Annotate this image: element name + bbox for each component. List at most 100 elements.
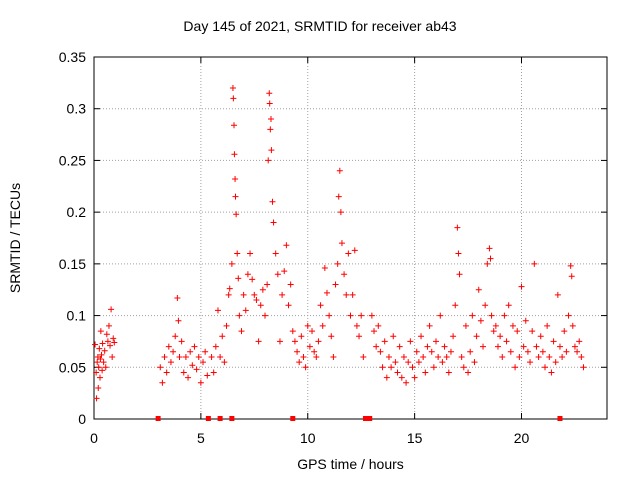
data-point bbox=[296, 359, 303, 366]
data-point bbox=[163, 369, 170, 376]
data-point bbox=[435, 353, 442, 360]
data-point bbox=[349, 291, 356, 298]
data-point bbox=[411, 374, 418, 381]
data-point bbox=[101, 347, 108, 354]
data-point bbox=[492, 322, 499, 329]
data-point bbox=[422, 369, 429, 376]
data-point bbox=[244, 271, 251, 278]
gap-markers bbox=[155, 416, 563, 421]
data-point bbox=[358, 312, 365, 319]
data-point bbox=[223, 322, 230, 329]
data-points bbox=[92, 85, 587, 402]
data-point bbox=[281, 268, 288, 275]
data-point bbox=[383, 374, 390, 381]
data-point bbox=[274, 271, 281, 278]
data-point bbox=[272, 250, 279, 257]
data-point bbox=[471, 359, 478, 366]
data-point bbox=[311, 348, 318, 355]
data-point bbox=[175, 317, 182, 324]
data-point bbox=[454, 224, 461, 231]
data-point bbox=[95, 364, 102, 371]
data-point bbox=[309, 328, 316, 335]
data-point bbox=[212, 343, 219, 350]
data-point bbox=[514, 328, 521, 335]
data-point bbox=[210, 369, 217, 376]
data-point bbox=[174, 294, 181, 301]
data-point bbox=[455, 250, 462, 257]
data-point bbox=[214, 307, 221, 314]
chart-title: Day 145 of 2021, SRMTID for receiver ab4… bbox=[183, 18, 457, 34]
data-point bbox=[430, 364, 437, 371]
data-point bbox=[529, 328, 536, 335]
x-tick-label: 10 bbox=[300, 430, 316, 446]
data-point bbox=[315, 338, 322, 345]
y-axis-label: SRMTID / TECUs bbox=[7, 182, 23, 294]
data-point bbox=[424, 343, 431, 350]
data-point bbox=[230, 95, 237, 102]
data-point bbox=[497, 333, 504, 340]
data-point bbox=[96, 345, 103, 352]
axis-ticks bbox=[93, 56, 607, 420]
data-point bbox=[499, 353, 506, 360]
data-point bbox=[518, 283, 525, 290]
data-point bbox=[441, 343, 448, 350]
data-point bbox=[336, 167, 343, 174]
data-point bbox=[264, 281, 271, 288]
data-point bbox=[548, 369, 555, 376]
data-point bbox=[568, 273, 575, 280]
data-point bbox=[232, 193, 239, 200]
data-point bbox=[313, 353, 320, 360]
data-point bbox=[187, 348, 194, 355]
data-point bbox=[487, 255, 494, 262]
data-point bbox=[279, 291, 286, 298]
data-point bbox=[578, 353, 585, 360]
data-point bbox=[289, 328, 296, 335]
data-point bbox=[185, 374, 192, 381]
data-point bbox=[509, 322, 516, 329]
data-point bbox=[234, 250, 241, 257]
data-point bbox=[353, 322, 360, 329]
data-point bbox=[287, 281, 294, 288]
x-tick-label: 20 bbox=[514, 430, 530, 446]
data-point bbox=[490, 328, 497, 335]
data-point bbox=[552, 359, 559, 366]
data-point bbox=[503, 338, 510, 345]
data-point bbox=[109, 353, 116, 360]
data-point bbox=[97, 328, 104, 335]
data-point bbox=[494, 343, 501, 350]
data-point bbox=[107, 342, 114, 349]
y-tick-label: 0.35 bbox=[59, 49, 86, 65]
data-point bbox=[486, 245, 493, 252]
data-point bbox=[388, 364, 395, 371]
data-point bbox=[200, 359, 207, 366]
data-point bbox=[574, 348, 581, 355]
data-point bbox=[93, 395, 100, 402]
data-point bbox=[460, 364, 467, 371]
data-point bbox=[559, 353, 566, 360]
data-point bbox=[415, 359, 422, 366]
data-point bbox=[165, 343, 172, 350]
data-point bbox=[433, 338, 439, 345]
data-point bbox=[398, 374, 405, 381]
data-point bbox=[262, 312, 268, 319]
y-tick-label: 0.1 bbox=[67, 308, 87, 324]
data-point bbox=[96, 374, 103, 381]
data-point bbox=[467, 348, 474, 355]
data-point bbox=[259, 286, 266, 293]
data-point bbox=[267, 126, 274, 133]
data-point bbox=[276, 338, 283, 345]
data-point bbox=[390, 333, 397, 340]
data-point bbox=[103, 331, 110, 338]
data-point bbox=[554, 291, 561, 298]
data-point bbox=[520, 343, 527, 350]
data-point bbox=[257, 302, 264, 309]
data-point bbox=[294, 348, 301, 355]
tick-labels: 0 0.05 0.1 0.15 0.2 0.25 0.3 0.35 0 5 10 15 20 bbox=[59, 49, 530, 446]
data-point bbox=[176, 353, 183, 360]
data-point bbox=[546, 353, 553, 360]
data-point bbox=[544, 322, 551, 329]
data-point bbox=[450, 333, 457, 340]
data-point bbox=[482, 302, 489, 309]
data-point bbox=[321, 264, 328, 271]
data-point bbox=[197, 379, 204, 386]
